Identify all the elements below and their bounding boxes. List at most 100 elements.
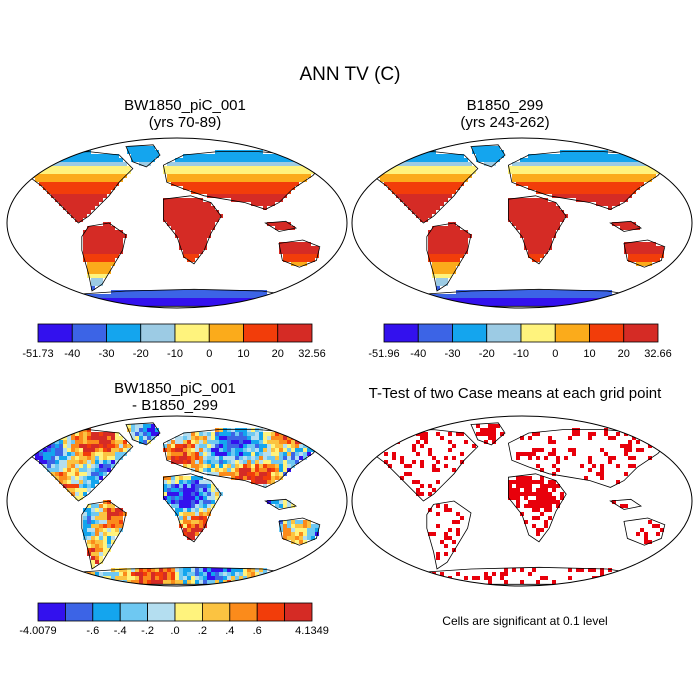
map-cell xyxy=(428,166,432,170)
map-cell xyxy=(600,154,604,158)
map-cell xyxy=(263,444,267,448)
map-cell xyxy=(243,162,247,166)
map-cell xyxy=(287,532,291,536)
map-cell xyxy=(392,452,396,456)
map-cell xyxy=(91,154,95,158)
map-cell xyxy=(107,520,111,524)
map-cell xyxy=(71,484,75,488)
map-cell xyxy=(311,246,315,250)
map-cell xyxy=(67,464,71,468)
map-cell xyxy=(299,528,303,532)
map-cell xyxy=(103,294,107,298)
map-cell xyxy=(55,178,59,182)
map-cell xyxy=(103,504,107,508)
map-cell xyxy=(139,158,143,162)
map-cell xyxy=(279,166,283,170)
map-cell xyxy=(412,166,416,170)
map-cell xyxy=(243,302,247,306)
map-cell xyxy=(239,468,243,472)
map-cell xyxy=(91,452,95,456)
map-cell xyxy=(175,206,179,210)
map-cell xyxy=(552,452,556,456)
map-cell xyxy=(540,488,544,492)
map-cell xyxy=(111,258,115,262)
map-cell xyxy=(167,568,171,572)
map-cell xyxy=(155,580,159,584)
map-cell xyxy=(596,198,600,202)
map-cell xyxy=(87,194,91,198)
map-cell xyxy=(107,432,111,436)
map-cell xyxy=(612,182,616,186)
map-cell xyxy=(632,166,636,170)
map-cell xyxy=(199,178,203,182)
map-cell xyxy=(95,528,99,532)
map-cell xyxy=(187,246,191,250)
map-cell xyxy=(540,250,544,254)
map-cell xyxy=(191,298,195,302)
map-cell xyxy=(544,154,548,158)
map-cell xyxy=(199,222,203,226)
map-cell xyxy=(171,448,175,452)
map-cell xyxy=(83,576,87,580)
map-cell xyxy=(536,250,540,254)
map-cell xyxy=(528,234,532,238)
map-cell xyxy=(107,190,111,194)
map-cell xyxy=(123,576,127,580)
map-cell xyxy=(544,158,548,162)
map-cell xyxy=(107,162,111,166)
map-cell xyxy=(211,190,215,194)
map-cell xyxy=(287,464,291,468)
map-cell xyxy=(135,154,139,158)
map-cell xyxy=(536,158,540,162)
map-cell xyxy=(452,226,456,230)
map-cell xyxy=(231,472,235,476)
map-cell xyxy=(484,440,488,444)
map-cell xyxy=(255,158,259,162)
map-cell xyxy=(480,428,484,432)
map-cell xyxy=(183,448,187,452)
map-cell xyxy=(87,270,91,274)
map-cell xyxy=(195,456,199,460)
map-cell xyxy=(420,460,424,464)
map-cell xyxy=(528,254,532,258)
map-cell xyxy=(99,266,103,270)
map-cell xyxy=(63,178,67,182)
map-border xyxy=(6,415,348,587)
map-cell xyxy=(560,290,564,294)
map-cell xyxy=(283,222,287,226)
map-cell xyxy=(428,210,432,214)
map-cell xyxy=(207,440,211,444)
map-cell xyxy=(95,294,99,298)
map-cell xyxy=(544,178,548,182)
map-cell xyxy=(183,218,187,222)
map-cell xyxy=(95,476,99,480)
map-cell xyxy=(472,294,476,298)
map-cell xyxy=(516,222,520,226)
map-cell xyxy=(119,520,123,524)
map-cell xyxy=(404,194,408,198)
map-cell xyxy=(295,178,299,182)
colorbar-tick-label: -40 xyxy=(410,348,426,360)
map-cell xyxy=(195,222,199,226)
map-cell xyxy=(612,174,616,178)
map-cell xyxy=(548,202,552,206)
map-cell xyxy=(448,234,452,238)
colorbar-tick-label: -30 xyxy=(445,348,461,360)
map-cell xyxy=(199,468,203,472)
map-cell xyxy=(223,170,227,174)
map-cell xyxy=(231,298,235,302)
map-cell xyxy=(295,170,299,174)
map-cell xyxy=(412,210,416,214)
map-cell xyxy=(568,182,572,186)
map-cell xyxy=(452,170,456,174)
map-cell xyxy=(179,504,183,508)
map-cell xyxy=(420,436,424,440)
map-cell xyxy=(648,246,652,250)
map-cell xyxy=(99,448,103,452)
map-cell xyxy=(420,444,424,448)
map-cell xyxy=(620,190,624,194)
map-cell xyxy=(215,158,219,162)
map-cell xyxy=(263,206,267,210)
map-cell xyxy=(135,146,139,150)
map-cell xyxy=(291,186,295,190)
